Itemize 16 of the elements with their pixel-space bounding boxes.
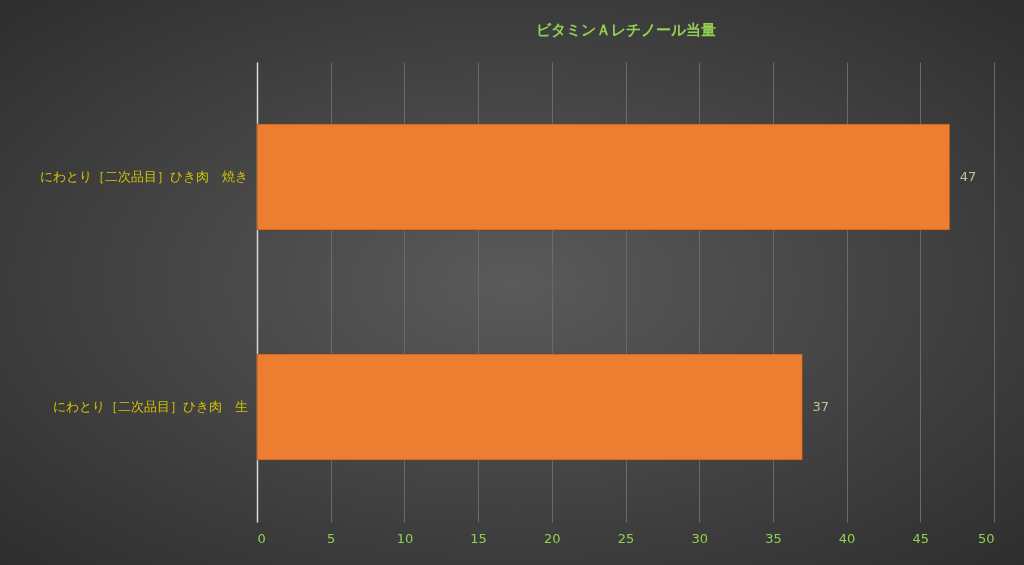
data-label: 47 <box>959 169 977 184</box>
x-tick-label: 25 <box>617 530 635 546</box>
x-tick-label: 45 <box>912 530 930 546</box>
y-tick-label: にわとり［二次品目］ひき肉 焼き <box>39 169 248 184</box>
x-tick-label: 20 <box>544 530 561 546</box>
x-tick-label: 30 <box>691 530 708 546</box>
x-tick-label: 40 <box>838 530 856 546</box>
x-tick-label: 15 <box>470 530 487 546</box>
y-tick-label: にわとり［二次品目］ひき肉 生 <box>52 399 248 414</box>
x-tick-label: 35 <box>765 530 782 546</box>
chart-title: ビタミンＡレチノール当量 <box>535 21 716 39</box>
x-tick-label: 10 <box>396 530 414 546</box>
data-label: 37 <box>812 399 829 414</box>
x-tick-label: 0 <box>257 530 266 546</box>
x-tick-label: 5 <box>327 530 336 546</box>
x-tick-label: 50 <box>977 530 995 546</box>
